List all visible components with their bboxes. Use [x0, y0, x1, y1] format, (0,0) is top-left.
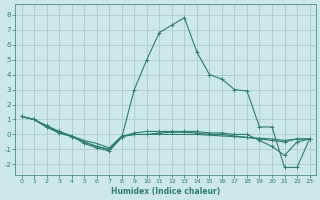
X-axis label: Humidex (Indice chaleur): Humidex (Indice chaleur) [111, 187, 220, 196]
